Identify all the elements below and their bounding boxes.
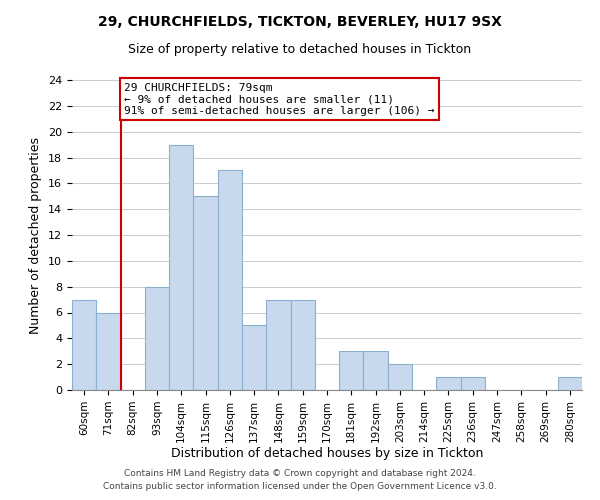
Bar — [290, 300, 315, 390]
Text: Contains HM Land Registry data © Crown copyright and database right 2024.: Contains HM Land Registry data © Crown c… — [124, 468, 476, 477]
Bar — [388, 364, 412, 390]
Bar — [364, 351, 388, 390]
Bar — [436, 377, 461, 390]
Y-axis label: Number of detached properties: Number of detached properties — [29, 136, 43, 334]
Bar — [96, 312, 121, 390]
Bar — [145, 286, 169, 390]
Bar — [339, 351, 364, 390]
Bar — [242, 326, 266, 390]
Bar — [461, 377, 485, 390]
X-axis label: Distribution of detached houses by size in Tickton: Distribution of detached houses by size … — [171, 448, 483, 460]
Bar — [218, 170, 242, 390]
Text: Size of property relative to detached houses in Tickton: Size of property relative to detached ho… — [128, 42, 472, 56]
Bar — [193, 196, 218, 390]
Text: 29 CHURCHFIELDS: 79sqm
← 9% of detached houses are smaller (11)
91% of semi-deta: 29 CHURCHFIELDS: 79sqm ← 9% of detached … — [124, 82, 435, 116]
Text: 29, CHURCHFIELDS, TICKTON, BEVERLEY, HU17 9SX: 29, CHURCHFIELDS, TICKTON, BEVERLEY, HU1… — [98, 15, 502, 29]
Bar — [72, 300, 96, 390]
Bar — [558, 377, 582, 390]
Bar — [169, 144, 193, 390]
Bar — [266, 300, 290, 390]
Text: Contains public sector information licensed under the Open Government Licence v3: Contains public sector information licen… — [103, 482, 497, 491]
